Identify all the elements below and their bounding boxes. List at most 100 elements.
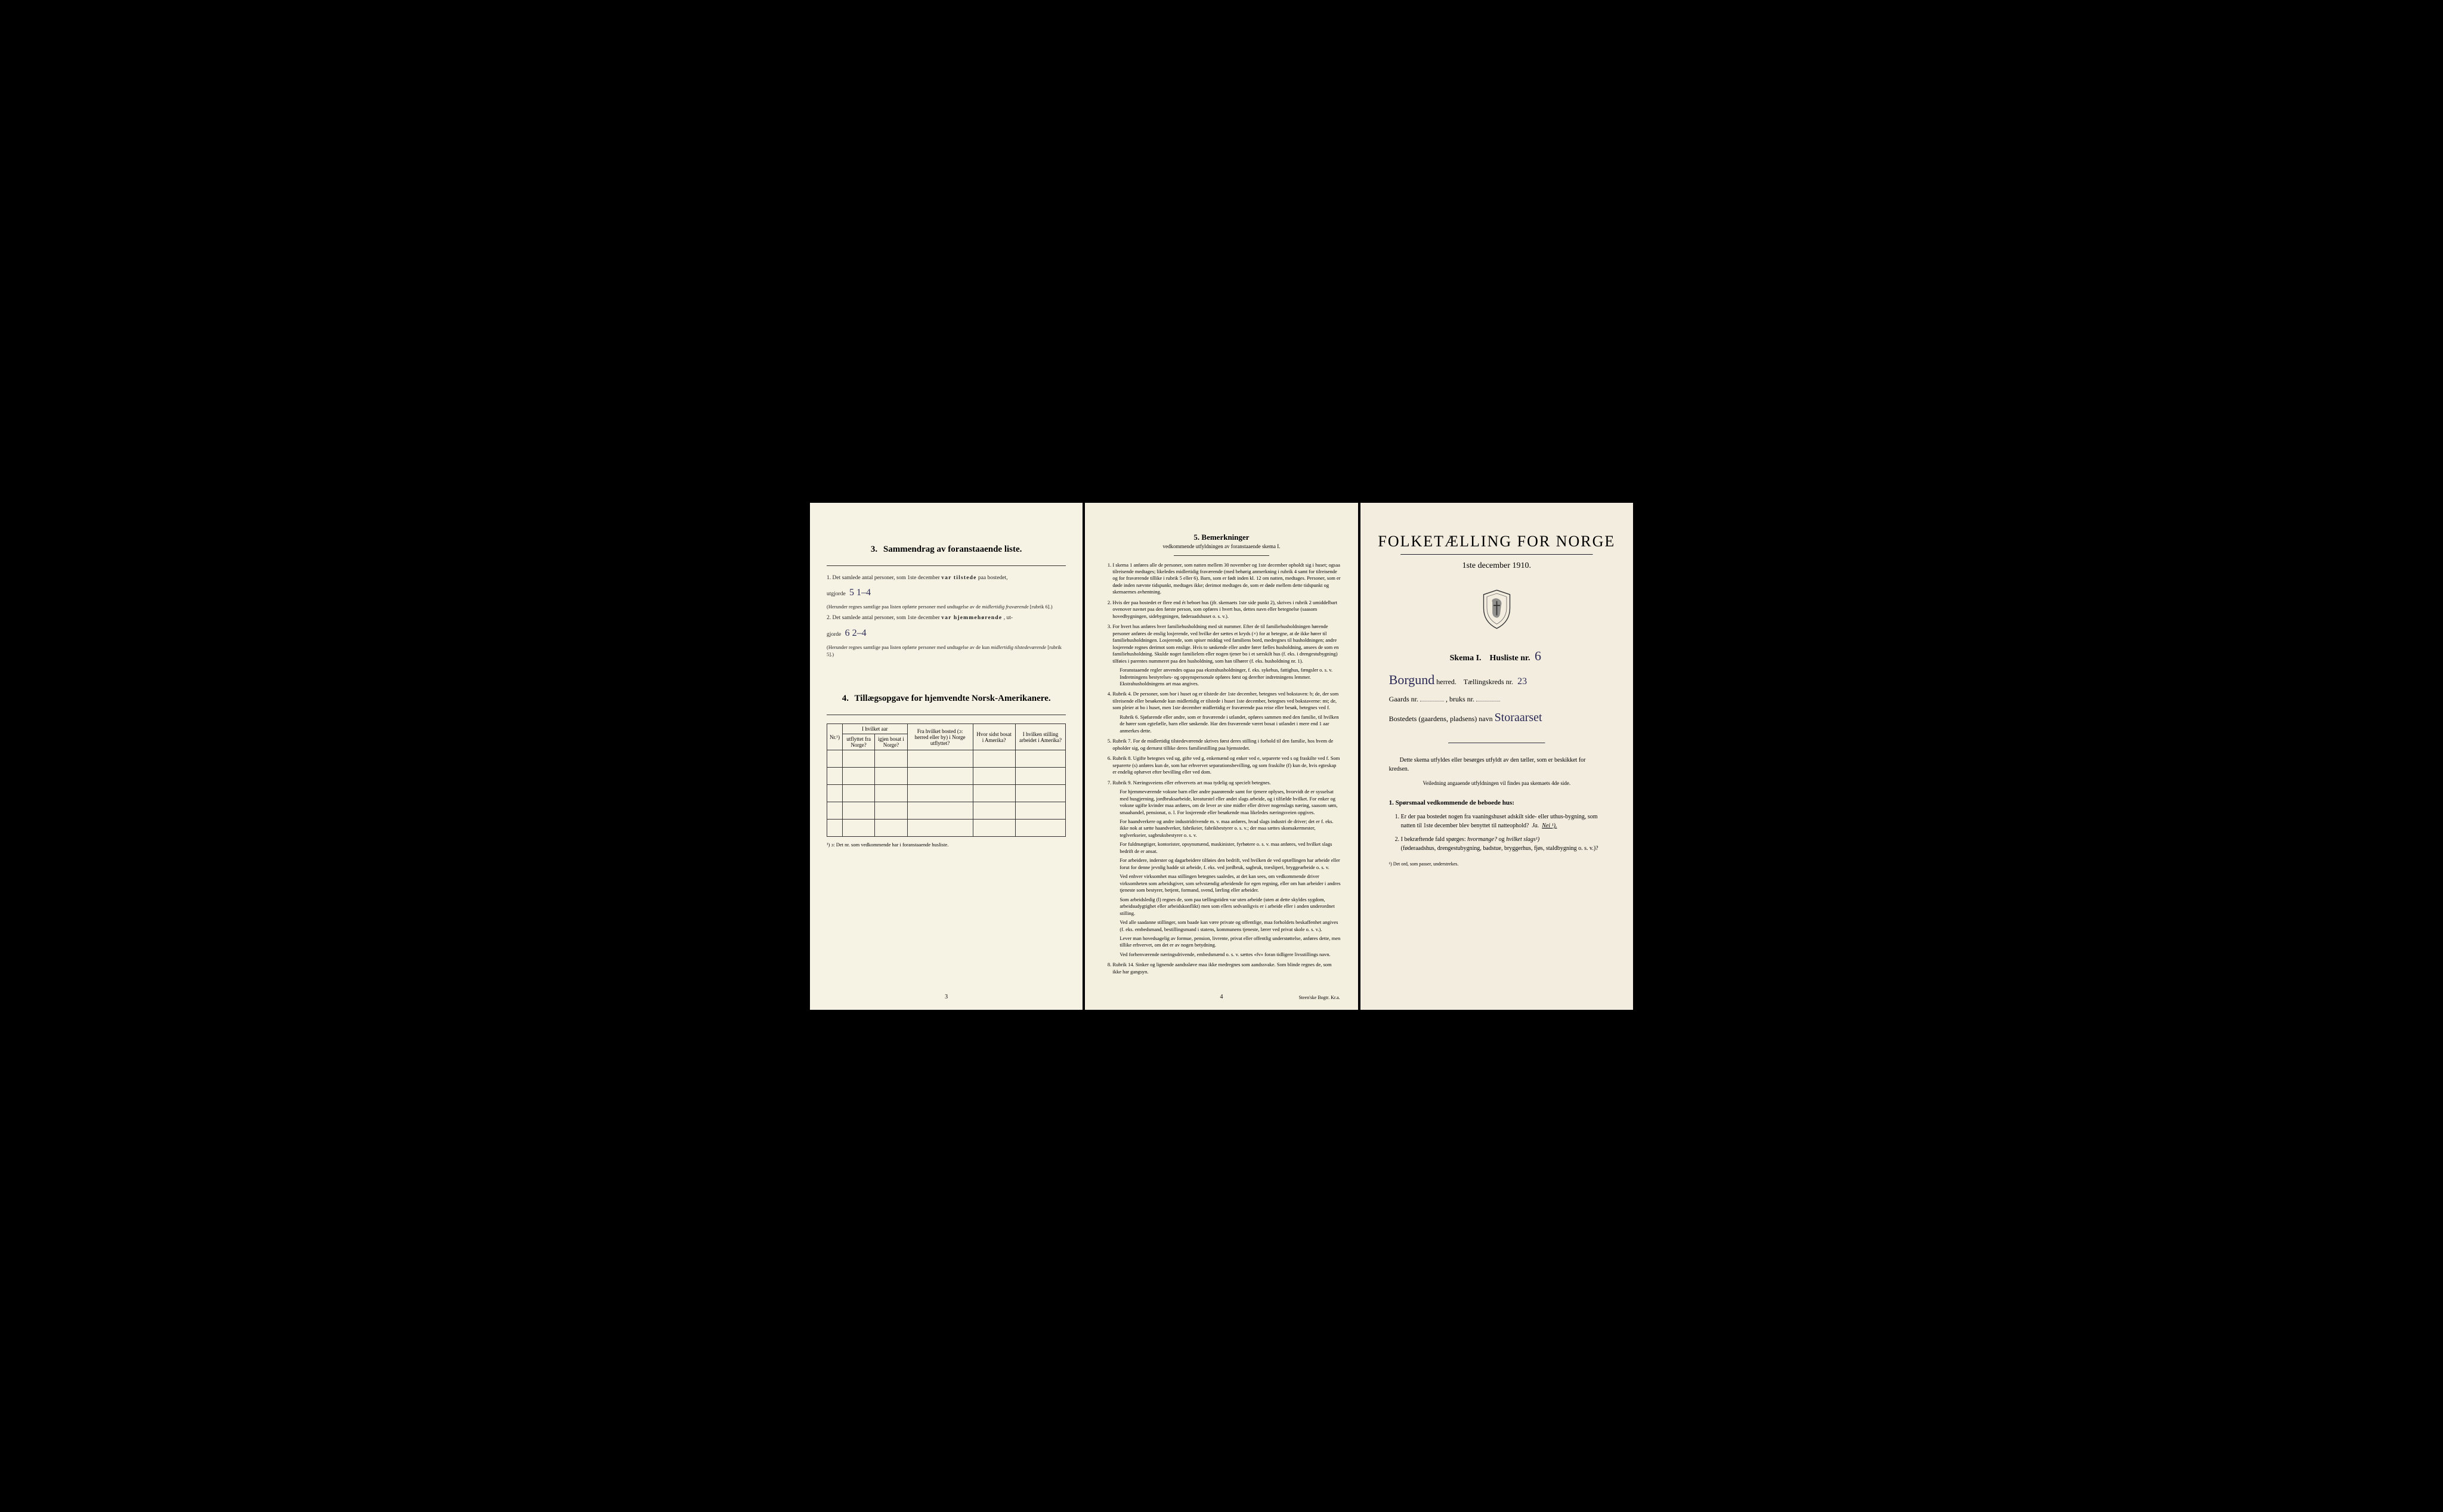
remark-1: I skema 1 anføres alle de personer, som … [1112, 562, 1341, 596]
th-nr: Nr.¹) [827, 724, 843, 750]
section-5-sub: vedkommende utfyldningen av foranstaaend… [1102, 543, 1341, 549]
gaard-line: Gaards nr. , bruks nr. [1377, 695, 1616, 704]
extra-para: For fuldmægtiger, kontorister, opsynsmæn… [1120, 841, 1341, 855]
herred-value: Borgund [1389, 672, 1435, 687]
emphasis: var tilstede [941, 575, 976, 581]
text: [rubrik 6].) [1030, 604, 1053, 610]
th-amerika: Hvor sidst bosat i Amerika? [973, 724, 1015, 750]
text: gjorde [827, 632, 841, 638]
q1-nei: Nei ¹). [1542, 823, 1557, 829]
italic: midlertidig fraværende [982, 604, 1028, 610]
bosted-value: Storaarset [1495, 711, 1542, 724]
rule [1174, 555, 1270, 556]
remarks-list: I skema 1 anføres alle de personer, som … [1102, 562, 1341, 976]
q2-a: hvormange? [1467, 836, 1497, 843]
page-number: 3 [945, 994, 948, 1000]
census-title: FOLKETÆLLING FOR NORGE [1377, 533, 1616, 551]
table-row [827, 785, 1066, 802]
remark-7: Rubrik 9. Næringsveiens eller erhvervets… [1112, 780, 1341, 958]
text: , ut- [1004, 615, 1013, 621]
husliste-value: 6 [1532, 648, 1544, 663]
item-1: 1. Det samlede antal personer, som 1ste … [827, 574, 1066, 583]
text: Rubrik 4. De personer, som bor i huset o… [1112, 691, 1338, 710]
skema-label: Skema I. [1450, 654, 1482, 663]
section-4-text: Tillægsopgave for hjemvendte Norsk-Ameri… [854, 694, 1050, 703]
instructions: Dette skema utfyldes eller besørges utfy… [1377, 756, 1616, 788]
item-2-line2: gjorde 6 2–4 [827, 626, 1066, 640]
section-5-num: 5. [1193, 533, 1199, 542]
rule [1448, 743, 1545, 744]
q-head-num: 1. [1389, 799, 1394, 806]
section-3-body: 1. Det samlede antal personer, som 1ste … [827, 574, 1066, 658]
th-aar-group: I hvilket aar [842, 724, 907, 734]
th-bosted: Fra hvilket bosted (ɔ: herred eller by) … [907, 724, 973, 750]
gaard-label: Gaards nr. [1389, 695, 1418, 703]
item-1-line2: utgjorde 5 1–4 [827, 586, 1066, 599]
bosted-label: Bostedets (gaardens, pladsens) navn [1389, 715, 1493, 723]
section-5-title: 5. Bemerkninger [1102, 533, 1341, 542]
instruct-2: Veiledning angaaende utfyldningen vil fi… [1389, 780, 1604, 788]
q1-text: Er der paa bostedet nogen fra vaaningshu… [1401, 814, 1598, 829]
section-4-num: 4. [842, 694, 849, 703]
table-row [827, 768, 1066, 785]
item-2-note: (Herunder regnes samtlige paa listen opf… [827, 644, 1066, 658]
rule [827, 565, 1066, 566]
remark-2: Hvis der paa bostedet er flere end ét be… [1112, 599, 1341, 620]
q-head-text: Spørsmaal vedkommende de beboede hus: [1396, 799, 1514, 806]
text: utgjorde [827, 591, 846, 597]
printer-imprint: Steen'ske Bogtr. Kr.a. [1298, 995, 1340, 1000]
document-spread: 3. Sammendrag av foranstaaende liste. 1.… [810, 503, 1633, 1010]
text: For hvert hus anføres hver familiehushol… [1112, 623, 1338, 663]
handwritten-value: 5 1–4 [847, 588, 873, 598]
text: paa bostedet, [978, 575, 1008, 581]
section-3-title: 3. Sammendrag av foranstaaende liste. [827, 545, 1066, 555]
section-5-text: Bemerkninger [1201, 533, 1249, 542]
herred-label: herred. [1436, 678, 1456, 686]
bosted-line: Bostedets (gaardens, pladsens) navn Stor… [1377, 711, 1616, 725]
footnote: ¹) Det ord, som passer, understrekes. [1377, 861, 1616, 867]
kreds-label: Tællingskreds nr. [1464, 678, 1513, 686]
text: (Herunder regnes samtlige paa listen opf… [827, 644, 989, 650]
q2-tail: (føderaadshus, drengestubygning, badstue… [1401, 845, 1598, 852]
remark-8: Rubrik 14. Sinker og lignende aandssløve… [1112, 961, 1341, 975]
extra-para: For arbeidere, inderster og dagarbeidere… [1120, 857, 1341, 871]
table-row [827, 802, 1066, 820]
q2-mid: og [1499, 836, 1505, 843]
question-1: Er der paa bostedet nogen fra vaaningshu… [1401, 812, 1604, 830]
extra-para: Foranstaaende regler anvendes ogsaa paa … [1120, 667, 1341, 687]
table-row [827, 750, 1066, 768]
q1-ja: Ja. [1532, 823, 1539, 829]
remark-6: Rubrik 8. Ugifte betegnes ved ug, gifte … [1112, 755, 1341, 775]
amerikanere-table: Nr.¹) I hvilket aar Fra hvilket bosted (… [827, 723, 1066, 837]
kreds-value: 23 [1515, 676, 1529, 687]
emphasis: var hjemmehørende [941, 615, 1002, 621]
text: Rubrik 9. Næringsveiens eller erhvervets… [1112, 780, 1270, 786]
extra-para: Rubrik 6. Sjøfarende eller andre, som er… [1120, 714, 1341, 734]
skema-line: Skema I. Husliste nr. 6 [1377, 648, 1616, 664]
th-stilling: I hvilken stilling arbeidet i Amerika? [1015, 724, 1066, 750]
bruk-label: , bruks nr. [1446, 695, 1474, 703]
extra-para: Lever man hovedsagelig av formue, pensio… [1120, 935, 1341, 949]
remark-3: For hvert hus anføres hver familiehushol… [1112, 623, 1341, 687]
page-right: FOLKETÆLLING FOR NORGE 1ste december 191… [1360, 503, 1633, 1010]
th-igjen: igjen bosat i Norge? [875, 734, 907, 750]
handwritten-value: 6 2–4 [843, 628, 869, 638]
italic: midlertidig tilstedeværende [991, 644, 1046, 650]
census-date: 1ste december 1910. [1377, 561, 1616, 571]
question-2: I bekræftende fald spørges: hvormange? o… [1401, 835, 1604, 853]
herred-line: Borgund herred. Tællingskreds nr. 23 [1377, 672, 1616, 688]
table-footnote: ¹) ɔ: Det nr. som vedkommende har i fora… [827, 842, 1066, 848]
page-left: 3. Sammendrag av foranstaaende liste. 1.… [810, 503, 1083, 1010]
q2-lead: I bekræftende fald spørges: [1401, 836, 1466, 843]
husliste-label: Husliste nr. [1490, 654, 1530, 663]
extra-para: Ved alle saadanne stillinger, som baade … [1120, 919, 1341, 933]
item-2: 2. Det samlede antal personer, som 1ste … [827, 614, 1066, 623]
questions-heading: 1. Spørsmaal vedkommende de beboede hus: [1377, 799, 1616, 806]
extra-para: Ved enhver virksomhet maa stillingen bet… [1120, 873, 1341, 893]
section-4-title: 4. Tillægsopgave for hjemvendte Norsk-Am… [827, 694, 1066, 704]
page-middle: 5. Bemerkninger vedkommende utfyldningen… [1085, 503, 1357, 1010]
extra-para: For haandverkere og andre industridriven… [1120, 818, 1341, 839]
table-row [827, 820, 1066, 837]
section-3-num: 3. [871, 545, 877, 554]
extra-para: Ved forhenværende næringsdrivende, embed… [1120, 951, 1341, 958]
